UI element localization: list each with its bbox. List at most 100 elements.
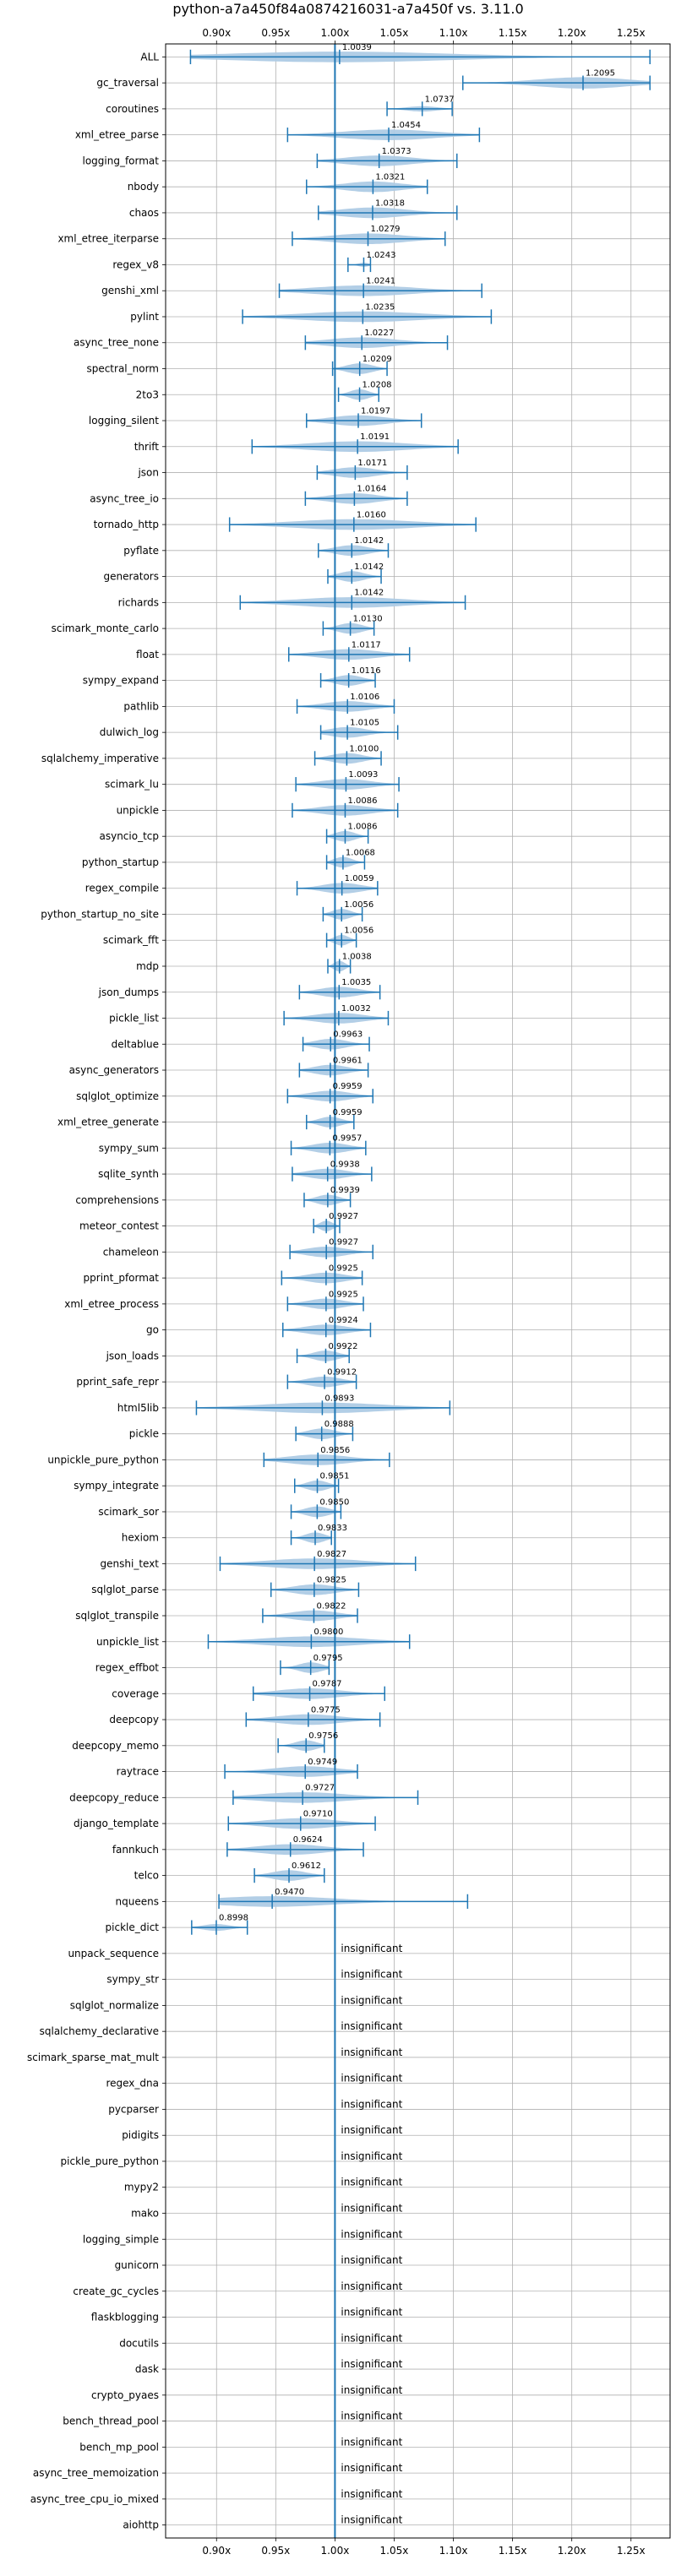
y-tick-label: async_tree_cpu_io_mixed — [30, 2493, 159, 2505]
insignificant-label: insignificant — [341, 2358, 402, 2370]
x-tick-label-bottom: 1.10x — [439, 2545, 468, 2557]
y-tick-label: logging_simple — [83, 2233, 159, 2245]
y-tick-label: pidigits — [122, 2129, 159, 2141]
value-label: 1.0068 — [346, 848, 375, 857]
insignificant-label: insignificant — [341, 2332, 402, 2344]
value-label: 1.0164 — [357, 485, 386, 494]
y-tick-label: scimark_lu — [105, 779, 159, 791]
y-tick-label: sqlglot_optimize — [76, 1090, 159, 1102]
y-tick-label: unpickle_list — [96, 1636, 159, 1648]
value-label: 0.9800 — [313, 1628, 343, 1637]
value-label: 0.9957 — [332, 1134, 362, 1144]
y-tick-label: unpickle_pure_python — [47, 1454, 159, 1465]
y-tick-label: pickle_pure_python — [61, 2155, 159, 2167]
insignificant-label: insignificant — [341, 2098, 402, 2110]
x-tick-label-top: 0.95x — [261, 27, 290, 39]
value-label: 1.0373 — [382, 147, 412, 156]
x-axis-bottom: 0.90x 0.95x 1.00x 1.05x 1.10x 1.15x 1.20x 1.25x — [202, 2538, 646, 2557]
x-tick-label-bottom: 1.05x — [380, 2545, 409, 2557]
value-label: 0.9612 — [292, 1861, 321, 1871]
y-axis-labels: ALL gc_traversal coroutines xml_etree_parse… — [27, 51, 166, 2531]
value-labels: 1.0039 1.2095 1.0737 1.0454 1.0373 1.0321 1.03… — [219, 43, 615, 2526]
insignificant-label: insignificant — [341, 2228, 402, 2240]
value-label: 1.0116 — [352, 666, 381, 676]
y-tick-label: python_startup_no_site — [41, 908, 159, 920]
value-label: 1.0035 — [341, 978, 371, 987]
y-tick-label: pylint — [130, 311, 159, 323]
value-label: 0.9833 — [318, 1524, 347, 1533]
y-tick-label: flaskblogging — [91, 2312, 159, 2323]
y-tick-label: nbody — [128, 181, 159, 193]
y-tick-label: pprint_pformat — [84, 1272, 160, 1284]
value-label: 0.9850 — [319, 1497, 349, 1507]
y-tick-label: bench_thread_pool — [63, 2416, 159, 2427]
y-tick-label: json_loads — [106, 1350, 159, 1361]
value-label: 1.2095 — [586, 69, 615, 79]
value-label: 0.9927 — [329, 1212, 358, 1221]
value-label: 1.0130 — [353, 614, 383, 623]
y-tick-label: coverage — [112, 1687, 159, 1699]
value-label: 0.9795 — [313, 1654, 343, 1663]
y-tick-label: gunicorn — [115, 2259, 159, 2271]
value-label: 0.9959 — [333, 1108, 363, 1117]
x-tick-label-top: 1.25x — [617, 27, 646, 39]
value-label: 0.9927 — [329, 1238, 358, 1247]
x-tick-label-top: 1.15x — [499, 27, 527, 39]
value-label: 1.0142 — [354, 589, 384, 598]
y-tick-label: nqueens — [116, 1895, 159, 1907]
x-tick-label-bottom: 1.15x — [499, 2545, 527, 2557]
y-tick-label: 2to3 — [136, 389, 159, 400]
value-label: 1.0318 — [375, 198, 405, 208]
value-label: 0.9959 — [333, 1082, 363, 1091]
y-tick-label: unpack_sequence — [68, 1948, 159, 1959]
value-label: 1.0454 — [391, 121, 421, 130]
value-label: 0.9922 — [328, 1342, 357, 1351]
y-tick-label: fannkuch — [112, 1844, 159, 1856]
insignificant-label: insignificant — [341, 2384, 402, 2396]
value-label: 1.0117 — [352, 640, 381, 649]
value-label: 0.9710 — [303, 1809, 333, 1818]
y-tick-label: html5lib — [117, 1402, 159, 1414]
chart-title: python-a7a450f84a0874216031-a7a450f vs. … — [172, 1, 523, 17]
value-label: 1.0209 — [363, 355, 392, 364]
y-tick-label: ALL — [140, 51, 159, 62]
insignificant-label: insignificant — [341, 2254, 402, 2266]
y-tick-label: float — [136, 649, 159, 660]
y-tick-label: deepcopy — [109, 1714, 159, 1725]
value-label: 0.9825 — [317, 1576, 346, 1585]
y-tick-label: create_gc_cycles — [73, 2285, 159, 2297]
y-tick-label: spectral_norm — [86, 363, 159, 375]
y-tick-label: sqlalchemy_declarative — [40, 2025, 159, 2037]
y-tick-label: django_template — [74, 1818, 159, 1829]
value-label: 1.0039 — [342, 43, 372, 52]
y-tick-label: async_tree_none — [74, 337, 159, 349]
insignificant-label: insignificant — [341, 1994, 402, 2006]
value-label: 0.9856 — [320, 1446, 350, 1455]
value-label: 1.0038 — [342, 952, 372, 961]
value-label: 0.9749 — [308, 1758, 337, 1767]
y-tick-label: sqlalchemy_imperative — [41, 753, 159, 764]
x-tick-label-bottom: 1.25x — [617, 2545, 646, 2557]
value-label: 1.0171 — [357, 459, 387, 468]
y-tick-label: xml_etree_iterparse — [57, 233, 159, 245]
y-tick-label: go — [146, 1324, 159, 1336]
x-tick-label-top: 1.00x — [320, 27, 349, 39]
insignificant-label: insignificant — [341, 2124, 402, 2136]
y-tick-label: regex_dna — [106, 2078, 159, 2090]
y-tick-label: coroutines — [106, 103, 159, 115]
y-tick-label: mako — [131, 2207, 159, 2219]
value-label: 1.0086 — [347, 796, 377, 806]
value-label: 0.9912 — [327, 1368, 357, 1378]
y-tick-label: async_tree_memoization — [33, 2467, 159, 2479]
value-label: 0.9893 — [324, 1394, 354, 1403]
y-tick-label: async_generators — [69, 1064, 159, 1076]
value-label: 0.9727 — [305, 1784, 335, 1793]
x-tick-label-top: 1.20x — [558, 27, 586, 39]
value-label: 0.9963 — [333, 1030, 363, 1040]
value-label: 0.8998 — [219, 1914, 248, 1923]
value-label: 1.0056 — [344, 900, 373, 910]
y-tick-label: sqlite_synth — [98, 1168, 159, 1180]
y-tick-label: xml_etree_generate — [57, 1117, 159, 1128]
x-tick-label-bottom: 0.95x — [261, 2545, 290, 2557]
value-label: 0.9624 — [293, 1835, 323, 1845]
